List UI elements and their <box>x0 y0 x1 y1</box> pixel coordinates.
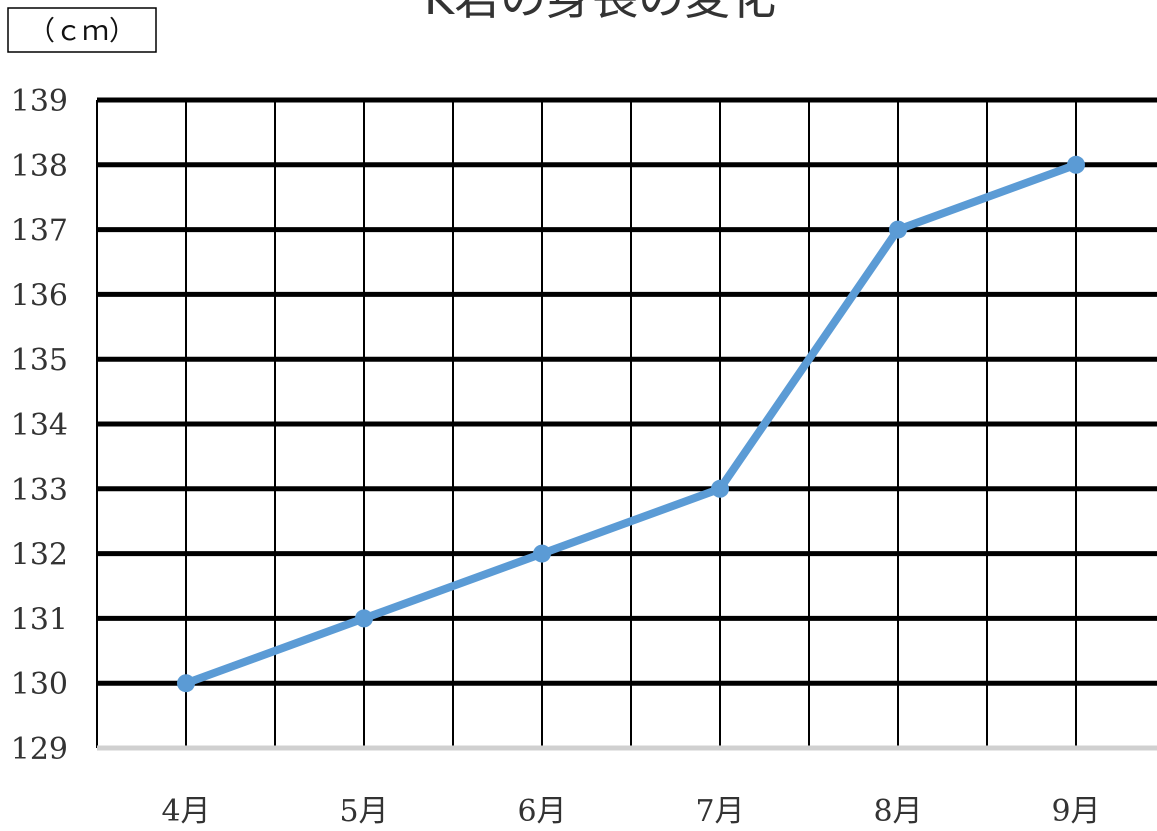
y-tick-label: 133 <box>11 473 68 508</box>
x-tick-label: 7月 <box>695 794 744 829</box>
y-tick-label: 129 <box>11 732 68 767</box>
x-tick-label: 5月 <box>339 794 388 829</box>
data-point <box>889 220 907 239</box>
y-tick-label: 137 <box>11 214 68 249</box>
x-tick-label: 4月 <box>161 794 210 829</box>
x-tick-label: 6月 <box>517 794 566 829</box>
y-tick-label: 135 <box>11 343 68 378</box>
horizontal-gridlines <box>97 97 1157 686</box>
series-line <box>182 160 1080 688</box>
y-tick-label: 134 <box>11 408 68 443</box>
unit-label: （ｃｍ） <box>28 16 136 47</box>
x-tick-label: 9月 <box>1051 794 1100 829</box>
y-tick-label: 138 <box>11 149 68 184</box>
chart-title: K君の身長の変化 <box>424 0 776 25</box>
data-point <box>533 544 551 563</box>
vertical-gridlines <box>185 100 1077 748</box>
x-axis-tick-labels: 4月 5月 6月 7月 8月 9月 <box>161 794 1100 829</box>
x-tick-label: 8月 <box>873 794 922 829</box>
y-tick-label: 130 <box>11 667 68 702</box>
data-point <box>355 609 373 628</box>
unit-label-box <box>7 7 157 53</box>
data-point <box>1067 155 1085 174</box>
y-tick-label: 131 <box>11 602 68 637</box>
y-axis-tick-labels: 129 130 131 132 133 134 135 136 137 138 139 <box>11 84 68 767</box>
y-tick-label: 136 <box>11 278 68 313</box>
y-tick-label: 139 <box>11 84 68 119</box>
data-point <box>711 479 729 498</box>
y-tick-label: 132 <box>11 538 68 573</box>
series-group <box>177 155 1085 693</box>
data-point <box>177 674 195 693</box>
